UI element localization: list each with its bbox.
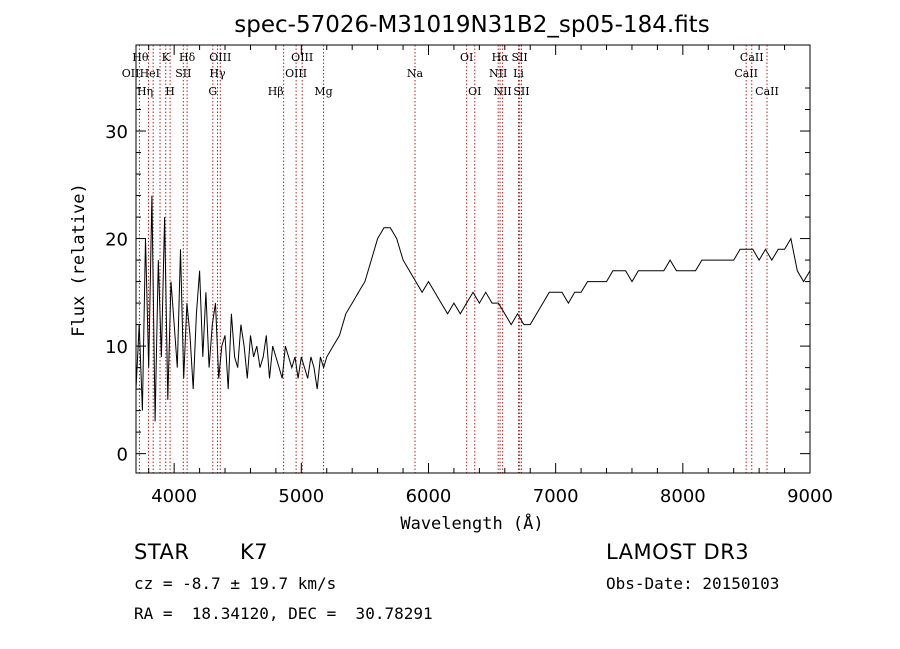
spectral-line-label: SII — [513, 85, 529, 98]
spectral-line-label: Li — [513, 67, 524, 80]
spectral-line-label: CaII — [755, 85, 779, 98]
spectral-line-label: NII — [489, 67, 507, 80]
spectral-line-label: H — [165, 85, 175, 98]
spectral-line-label: OI — [468, 85, 481, 98]
object-subclass: K7 — [240, 540, 269, 564]
redshift-line: cz = -8.7 ± 19.7 km/s — [134, 574, 337, 593]
plot-frame — [135, 44, 811, 474]
spectral-line-label: CaII — [740, 51, 764, 64]
y-tick-label: 0 — [117, 445, 128, 466]
spectral-line-label: OIII — [291, 51, 313, 64]
spectral-line-markers — [138, 45, 768, 473]
spectral-line-label: Hγ — [209, 67, 226, 80]
x-tick-label: 5000 — [278, 486, 324, 507]
spectral-line-label: CaII — [734, 67, 758, 80]
spectral-line-labels: OIIHθHηHeIKHHδSIIGHγOIIIHβOIIIOIIIMgNaOI… — [122, 51, 779, 98]
y-axis-label: Flux (relative) — [69, 183, 89, 337]
spectral-line-label: OII — [122, 67, 140, 80]
chart-title: spec-57026-M31019N31B2_sp05-184.fits — [234, 12, 709, 38]
spectral-line-label: OI — [460, 51, 473, 64]
observation-date: Obs-Date: 20150103 — [606, 574, 780, 593]
spectral-line-label: NII — [493, 85, 511, 98]
x-tick-label: 9000 — [787, 486, 833, 507]
spectral-line-label: OIII — [285, 67, 307, 80]
y-tick-label: 30 — [105, 122, 128, 143]
spectral-line-label: Hη — [137, 85, 153, 98]
spectral-line-label: Hδ — [179, 51, 196, 64]
spectral-line-label: HeI — [140, 67, 160, 80]
y-tick-label: 10 — [105, 337, 128, 358]
spectral-line-label: Hθ — [132, 51, 149, 64]
x-tick-label: 8000 — [660, 486, 706, 507]
coordinates-line: RA = 18.34120, DEC = 30.78291 — [134, 604, 433, 623]
y-axis-ticks: 0 10 20 30 — [105, 87, 810, 466]
x-tick-label: 7000 — [533, 486, 579, 507]
spectral-line-label: Mg — [314, 85, 332, 98]
spectral-line-label: K — [162, 51, 171, 64]
x-tick-label: 4000 — [151, 486, 197, 507]
object-type: STAR — [134, 540, 190, 564]
x-tick-label: 6000 — [406, 486, 452, 507]
x-axis-ticks: 4000 5000 6000 7000 8000 9000 — [148, 45, 833, 507]
spectral-line-label: Na — [407, 67, 424, 80]
flux-series-line — [135, 195, 811, 422]
spectral-line-label: Hα — [492, 51, 510, 64]
spectral-line-label: SII — [512, 51, 528, 64]
spectral-line-label: Hβ — [268, 85, 284, 98]
x-axis-label: Wavelength (Å) — [400, 512, 543, 534]
spectral-line-label: G — [208, 85, 217, 98]
y-tick-label: 20 — [105, 230, 128, 251]
survey-name: LAMOST DR3 — [606, 540, 750, 564]
spectral-line-label: OIII — [209, 51, 231, 64]
spectral-line-label: SII — [175, 67, 191, 80]
